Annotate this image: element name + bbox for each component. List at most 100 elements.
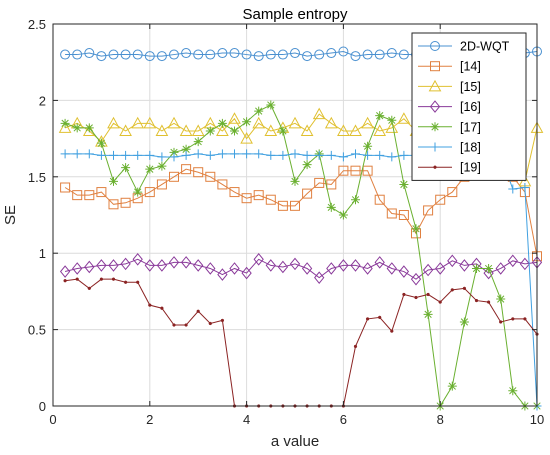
data-point-16 [314,271,325,284]
data-point-16 [362,262,373,275]
legend-marker [430,41,440,51]
data-point-14 [72,190,83,201]
x-tick-label: 0 [49,412,56,427]
data-point-19 [160,306,164,310]
data-point-16 [241,266,252,280]
legend-label: [15] [460,80,481,94]
data-point-17 [254,106,264,116]
data-point-15 [349,124,362,136]
data-point-18 [302,150,312,160]
data-point-2dwqt [96,51,107,62]
data-point-14 [386,208,397,219]
data-point-19 [474,298,479,303]
data-point-17 [351,195,360,205]
data-point-14 [60,182,71,193]
data-point-19 [378,315,382,320]
data-point-16 [108,259,119,272]
legend-label: [16] [460,100,481,114]
data-point-17 [278,126,288,136]
data-point-17 [157,161,167,171]
data-point-16 [422,263,434,277]
data-point-19 [75,277,79,281]
data-point-2dwqt [120,49,131,60]
data-point-17 [472,263,481,273]
chart-title: Sample entropy [242,6,348,23]
data-point-17 [109,176,118,186]
y-axis-title: SE [2,205,19,225]
data-point-14 [447,187,458,198]
data-point-18 [230,149,239,159]
series-line-16 [64,258,538,280]
data-point-18 [508,184,518,194]
data-point-2dwqt [253,51,264,62]
data-point-19 [450,288,454,292]
data-point-14 [120,197,131,208]
legend: 2D-WQT [14] [15] [16] [17] [18] [19] [411,32,527,181]
data-point-14 [144,187,155,198]
data-point-18 [278,150,288,160]
data-point-16 [519,257,531,271]
legend-marker [433,165,437,169]
data-point-16 [253,253,264,266]
data-point-17 [375,111,385,121]
data-point-16 [96,259,107,272]
data-point-2dwqt [326,48,337,59]
data-point-14 [108,199,119,210]
x-tick-label: 4 [243,412,250,427]
axis-ticks: 0 2 4 6 8 10 0 0.5 1 1.5 2 2.5 [28,17,544,427]
data-point-17 [84,123,94,133]
data-point-17 [387,115,397,125]
data-point-19 [499,320,503,324]
data-point-19 [438,300,442,304]
data-point-15 [131,116,145,129]
data-point-17 [205,126,215,136]
data-point-17 [181,144,191,154]
series-line-17 [64,104,537,408]
data-point-2dwqt [277,49,288,60]
data-point-2dwqt [205,49,216,60]
data-point-16 [217,268,228,281]
data-point-14 [302,188,313,199]
data-point-2dwqt [241,49,252,60]
y-tick-label: 2 [39,93,46,108]
legend-entry-2dwqt: 2D-WQT [418,40,510,54]
data-point-2dwqt [290,48,300,59]
data-point-15 [191,124,205,136]
data-point-2dwqt [72,49,83,60]
data-point-19 [184,323,188,327]
data-point-16 [132,253,143,266]
series-line-14 [64,168,538,257]
data-point-14 [374,194,385,205]
data-point-17 [363,141,373,151]
data-point-16 [374,256,385,269]
data-point-14 [253,190,264,201]
data-point-17 [338,210,348,220]
data-point-14 [229,187,240,198]
data-point-15 [337,124,350,136]
data-point-15 [361,116,374,129]
data-point-17 [242,117,252,127]
data-point-14 [169,171,179,182]
plot-frame [52,23,538,407]
data-point-17 [302,160,312,170]
data-point-17 [217,118,227,128]
legend-entry-17: [17] [418,120,481,134]
legend-label: [19] [460,161,481,175]
legend-entry-18: [18] [418,141,481,155]
data-point-14 [265,194,276,205]
data-point-19 [196,309,200,313]
data-point-2dwqt [156,51,167,62]
data-point-14 [350,165,361,176]
data-point-19 [208,321,212,326]
data-point-19 [99,277,104,281]
data-point-16 [168,256,180,269]
data-point-16 [289,257,301,271]
data-point-2dwqt [181,48,192,59]
legend-marker [428,79,442,92]
data-point-18 [375,150,385,160]
data-point-2dwqt [302,51,313,62]
data-point-14 [290,200,300,211]
x-tick-label: 2 [146,412,153,427]
data-point-16 [205,262,216,275]
